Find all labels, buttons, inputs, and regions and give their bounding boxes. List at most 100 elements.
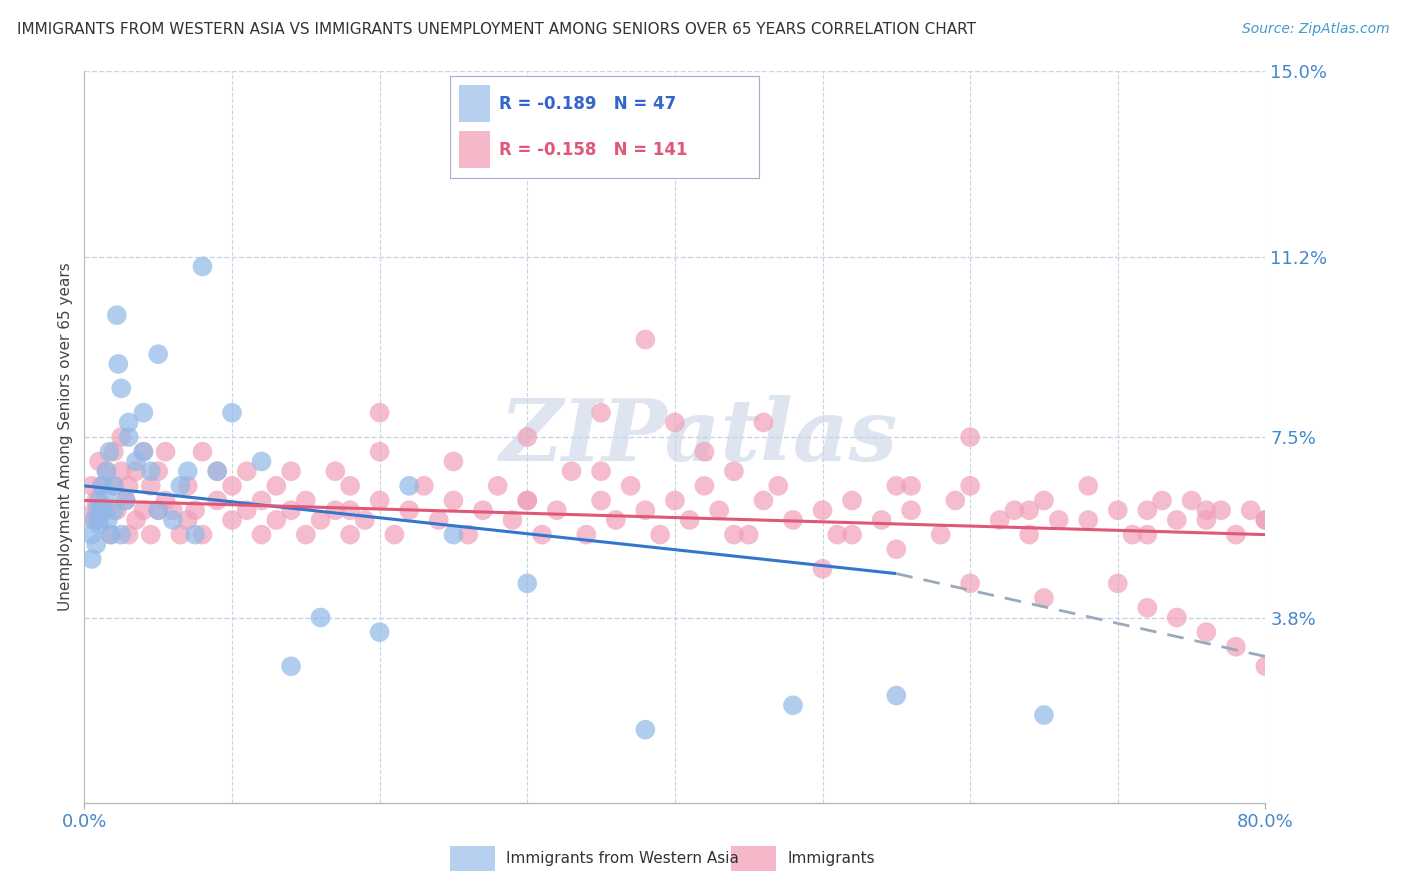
Point <box>945 493 967 508</box>
Point <box>634 333 657 347</box>
Point <box>110 527 132 541</box>
Text: Immigrants: Immigrants <box>787 851 875 866</box>
Point <box>139 527 162 541</box>
Point <box>96 503 118 517</box>
Point <box>177 513 200 527</box>
Point <box>266 479 288 493</box>
Point <box>169 479 191 493</box>
Point <box>870 513 893 527</box>
Point <box>516 493 538 508</box>
Point <box>827 527 849 541</box>
Point <box>221 406 243 420</box>
Point <box>1225 527 1247 541</box>
Point <box>184 503 207 517</box>
Point <box>191 527 214 541</box>
Point <box>679 513 702 527</box>
Bar <box>450 847 495 871</box>
Point <box>634 503 657 517</box>
Point <box>177 464 200 478</box>
Point <box>132 503 155 517</box>
Text: Source: ZipAtlas.com: Source: ZipAtlas.com <box>1241 22 1389 37</box>
Point <box>97 513 120 527</box>
Point <box>723 464 745 478</box>
Point <box>398 479 420 493</box>
Point <box>575 527 598 541</box>
Point <box>443 493 465 508</box>
Point <box>103 479 125 493</box>
Point <box>354 513 377 527</box>
Point <box>148 503 170 517</box>
Point <box>105 503 128 517</box>
Point <box>107 357 129 371</box>
Point <box>1018 503 1040 517</box>
Point <box>1107 503 1129 517</box>
Point <box>100 527 122 541</box>
Point <box>1077 479 1099 493</box>
Point <box>368 493 391 508</box>
Point <box>398 503 420 517</box>
Point <box>96 489 118 503</box>
Point <box>162 503 184 517</box>
Point <box>155 493 177 508</box>
Point <box>83 503 105 517</box>
Point <box>1240 503 1263 517</box>
Point <box>339 503 361 517</box>
Point <box>413 479 436 493</box>
Point <box>693 479 716 493</box>
Point <box>752 416 775 430</box>
Point <box>368 444 391 458</box>
Point <box>1254 513 1277 527</box>
Point <box>105 308 128 322</box>
Point <box>132 444 155 458</box>
Point <box>177 479 200 493</box>
Point <box>752 493 775 508</box>
Point <box>114 493 136 508</box>
Point <box>207 493 229 508</box>
Point <box>1181 493 1204 508</box>
Point <box>516 493 538 508</box>
Point <box>250 493 273 508</box>
Point <box>87 454 111 468</box>
Point <box>443 454 465 468</box>
Point <box>959 479 981 493</box>
Point <box>80 552 103 566</box>
Point <box>87 513 111 527</box>
Point <box>1195 503 1218 517</box>
Point <box>162 513 184 527</box>
Point <box>103 479 125 493</box>
Point <box>591 406 613 420</box>
Point <box>782 513 804 527</box>
Point <box>325 503 347 517</box>
Point <box>132 406 155 420</box>
Point <box>139 479 162 493</box>
Point <box>738 527 761 541</box>
Point <box>427 513 450 527</box>
Point <box>184 527 207 541</box>
Point <box>132 444 155 458</box>
Point <box>1166 513 1188 527</box>
Point <box>125 513 148 527</box>
Point <box>900 503 922 517</box>
Point <box>1166 610 1188 624</box>
Point <box>1254 659 1277 673</box>
Point <box>723 527 745 541</box>
Text: ZIPatlas: ZIPatlas <box>499 395 897 479</box>
Text: R = -0.189   N = 47: R = -0.189 N = 47 <box>499 95 676 112</box>
Point <box>91 503 114 517</box>
Point <box>80 479 103 493</box>
Point <box>86 503 108 517</box>
Point <box>605 513 627 527</box>
Point <box>841 493 863 508</box>
Point <box>84 537 107 551</box>
Point <box>309 610 332 624</box>
Point <box>110 430 132 444</box>
Point <box>1150 493 1173 508</box>
Point <box>125 454 148 468</box>
Point <box>339 479 361 493</box>
Point <box>191 260 214 274</box>
Point <box>1195 625 1218 640</box>
Point <box>87 517 111 532</box>
Point <box>236 503 259 517</box>
Point <box>103 503 125 517</box>
Point <box>221 513 243 527</box>
